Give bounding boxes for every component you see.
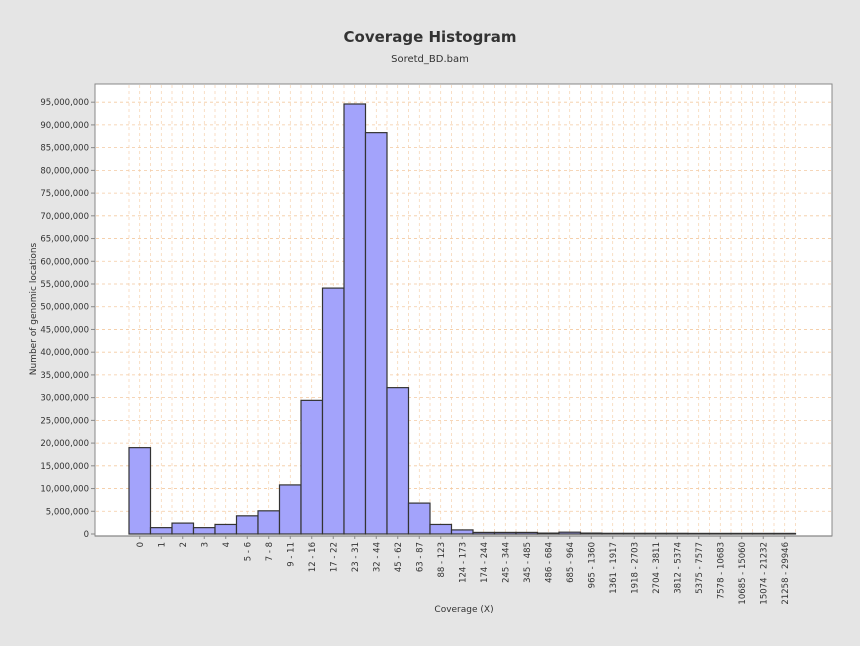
y-tick-label: 95,000,000 bbox=[40, 98, 89, 108]
chart-subtitle: Soretd_BD.bam bbox=[391, 54, 469, 65]
plot-area bbox=[94, 83, 833, 537]
x-tick-label: 1361 - 1917 bbox=[609, 542, 619, 594]
histogram-bar bbox=[235, 515, 259, 535]
x-tick-label: 7578 - 10683 bbox=[716, 542, 726, 599]
y-tick-label: 85,000,000 bbox=[40, 144, 89, 154]
y-tick-label: 5,000,000 bbox=[46, 507, 89, 517]
histogram-bar bbox=[407, 502, 431, 535]
grid-lines bbox=[96, 85, 831, 535]
histogram-bar bbox=[665, 532, 689, 535]
x-tick-label: 3 bbox=[200, 542, 210, 547]
x-tick-label: 12 - 16 bbox=[308, 542, 318, 572]
x-tick-label: 3812 - 5374 bbox=[673, 542, 683, 594]
x-tick-label: 345 - 485 bbox=[523, 542, 533, 583]
y-axis: 0 5,000,000 10,000,000 15,000,000 20,000,000… bbox=[40, 98, 95, 540]
x-tick-label: 32 - 44 bbox=[372, 542, 382, 572]
histogram-bar bbox=[751, 532, 775, 535]
x-tick-label: 21258 - 29946 bbox=[781, 542, 791, 605]
x-tick-label: 0 bbox=[136, 542, 146, 547]
histogram-bar bbox=[472, 531, 496, 535]
histogram-bar bbox=[579, 532, 603, 535]
histogram-bar bbox=[149, 527, 173, 535]
histogram-bar bbox=[601, 532, 625, 535]
histogram-bar bbox=[644, 532, 668, 535]
x-tick-label: 1918 - 2703 bbox=[630, 542, 640, 594]
histogram-bar bbox=[171, 522, 195, 535]
histogram-bar bbox=[773, 532, 797, 535]
x-tick-label: 1 bbox=[157, 542, 167, 547]
histogram-bar bbox=[493, 531, 517, 535]
x-tick-label: 965 - 1360 bbox=[587, 542, 597, 588]
x-tick-label: 9 - 11 bbox=[286, 542, 296, 567]
x-tick-label: 5 - 6 bbox=[243, 542, 253, 561]
x-tick-label: 174 - 244 bbox=[480, 542, 490, 583]
y-tick-label: 60,000,000 bbox=[40, 257, 89, 267]
y-tick-label: 45,000,000 bbox=[40, 325, 89, 335]
y-tick-label: 10,000,000 bbox=[40, 485, 89, 495]
x-tick-label: 17 - 22 bbox=[329, 542, 339, 572]
histogram-bar bbox=[558, 531, 582, 535]
x-tick-label: 2 bbox=[179, 542, 189, 547]
x-tick-label: 7 - 8 bbox=[265, 542, 275, 561]
y-tick-label: 50,000,000 bbox=[40, 303, 89, 313]
y-tick-label: 0 bbox=[84, 530, 89, 540]
x-tick-label: 685 - 964 bbox=[566, 542, 576, 583]
histogram-bar bbox=[386, 387, 410, 535]
x-tick-label: 88 - 123 bbox=[437, 542, 447, 578]
x-axis: 0 1 2 3 4 5 - 6 7 - 8 9 - 11 12 - 16 17 - 22 23 - … bbox=[95, 535, 832, 605]
y-tick-label: 30,000,000 bbox=[40, 394, 89, 404]
chart-title: Coverage Histogram bbox=[344, 28, 517, 46]
histogram-bar bbox=[687, 532, 711, 535]
x-tick-label: 45 - 62 bbox=[394, 542, 404, 572]
y-axis-label: Number of genomic locations bbox=[29, 242, 39, 375]
y-tick-label: 35,000,000 bbox=[40, 371, 89, 381]
x-axis-label: Coverage (X) bbox=[434, 605, 493, 615]
histogram-bar bbox=[730, 532, 754, 535]
histogram-bar bbox=[536, 532, 560, 535]
y-tick-label: 65,000,000 bbox=[40, 235, 89, 245]
x-tick-label: 5375 - 7577 bbox=[695, 542, 705, 594]
histogram-bar bbox=[450, 529, 474, 535]
histogram-bar bbox=[257, 510, 281, 535]
y-tick-label: 20,000,000 bbox=[40, 439, 89, 449]
histogram-bar bbox=[429, 523, 453, 535]
x-tick-label: 486 - 684 bbox=[544, 542, 554, 583]
histogram-bar bbox=[708, 532, 732, 535]
x-tick-label: 124 - 173 bbox=[458, 542, 468, 583]
y-tick-label: 40,000,000 bbox=[40, 348, 89, 358]
histogram-bar bbox=[128, 447, 152, 535]
y-tick-label: 80,000,000 bbox=[40, 166, 89, 176]
x-tick-label: 15074 - 21232 bbox=[759, 542, 769, 605]
x-tick-label: 10685 - 15060 bbox=[738, 542, 748, 605]
x-tick-label: 245 - 344 bbox=[501, 542, 511, 583]
histogram-bar bbox=[192, 527, 216, 535]
x-tick-label: 23 - 31 bbox=[351, 542, 361, 572]
histogram-bar bbox=[622, 532, 646, 535]
histogram-bar bbox=[278, 484, 302, 535]
histogram-bar bbox=[214, 523, 238, 535]
histogram-bar bbox=[300, 399, 324, 535]
y-tick-label: 70,000,000 bbox=[40, 212, 89, 222]
histogram-bar bbox=[364, 132, 388, 535]
x-tick-label: 2704 - 3811 bbox=[652, 542, 662, 594]
histogram-bar bbox=[515, 531, 539, 535]
histogram-bar bbox=[343, 103, 367, 535]
y-tick-label: 75,000,000 bbox=[40, 189, 89, 199]
y-tick-label: 15,000,000 bbox=[40, 462, 89, 472]
x-tick-label: 63 - 87 bbox=[415, 542, 425, 572]
y-tick-label: 25,000,000 bbox=[40, 416, 89, 426]
histogram-bar bbox=[321, 287, 345, 535]
bars bbox=[128, 103, 797, 535]
x-tick-label: 4 bbox=[222, 542, 232, 547]
y-tick-label: 55,000,000 bbox=[40, 280, 89, 290]
y-tick-label: 90,000,000 bbox=[40, 121, 89, 131]
